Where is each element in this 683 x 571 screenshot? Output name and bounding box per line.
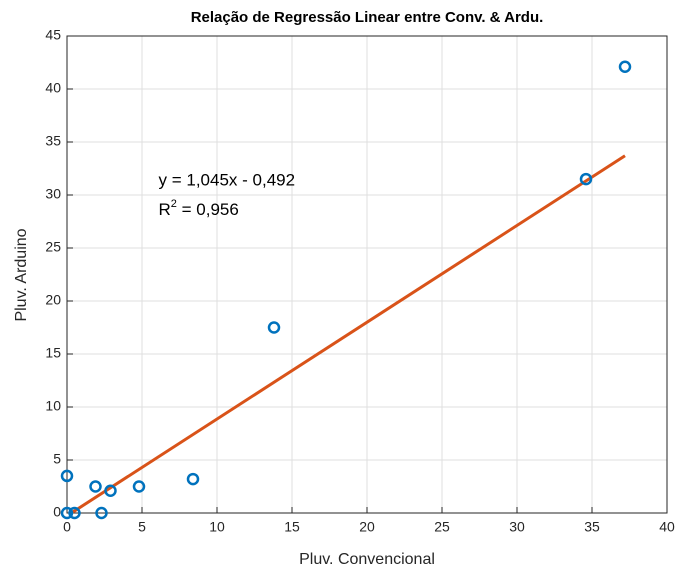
- point: [60, 469, 74, 483]
- y-tick-label: 15: [45, 345, 61, 361]
- fit-line: [72, 154, 626, 514]
- annotation: R2 = 0,956: [159, 198, 239, 220]
- x-tick-label: 5: [138, 519, 146, 535]
- y-tick-label: 10: [45, 398, 61, 414]
- annotation: y = 1,045x - 0,492: [159, 171, 296, 190]
- y-tick-label: 30: [45, 186, 61, 202]
- y-tick-label: 5: [53, 451, 61, 467]
- point: [579, 172, 593, 186]
- x-tick-label: 0: [63, 519, 71, 535]
- x-tick-label: 20: [359, 519, 375, 535]
- x-tick-label: 30: [509, 519, 525, 535]
- annotation-part: R: [159, 200, 171, 219]
- x-tick-label: 40: [659, 519, 675, 535]
- point: [95, 506, 108, 520]
- y-axis-label: Pluv. Arduino: [13, 228, 30, 321]
- point: [267, 321, 281, 334]
- plot-frame: [66, 35, 668, 514]
- point: [132, 480, 146, 493]
- x-tick-label: 35: [584, 519, 600, 535]
- y-tick-label: 0: [53, 504, 61, 520]
- annotation-superscript: 2: [171, 198, 177, 210]
- x-axis-label: Pluv. Convencional: [299, 551, 435, 568]
- chart-title: Relação de Regressão Linear entre Conv. …: [191, 9, 544, 26]
- point: [60, 506, 74, 520]
- y-tick-label: 35: [45, 133, 61, 149]
- annotation-part: = 0,956: [177, 200, 239, 219]
- point: [618, 60, 632, 73]
- x-tick-label: 15: [284, 519, 300, 535]
- point: [68, 506, 81, 520]
- point: [186, 472, 200, 486]
- y-tick-label: 25: [45, 239, 61, 255]
- x-tick-label: 25: [434, 519, 450, 535]
- point: [104, 484, 117, 497]
- y-tick-label: 45: [45, 27, 61, 43]
- y-tick-label: 40: [45, 80, 61, 96]
- y-tick-label: 20: [45, 292, 61, 308]
- point: [89, 480, 102, 493]
- x-tick-label: 10: [209, 519, 225, 535]
